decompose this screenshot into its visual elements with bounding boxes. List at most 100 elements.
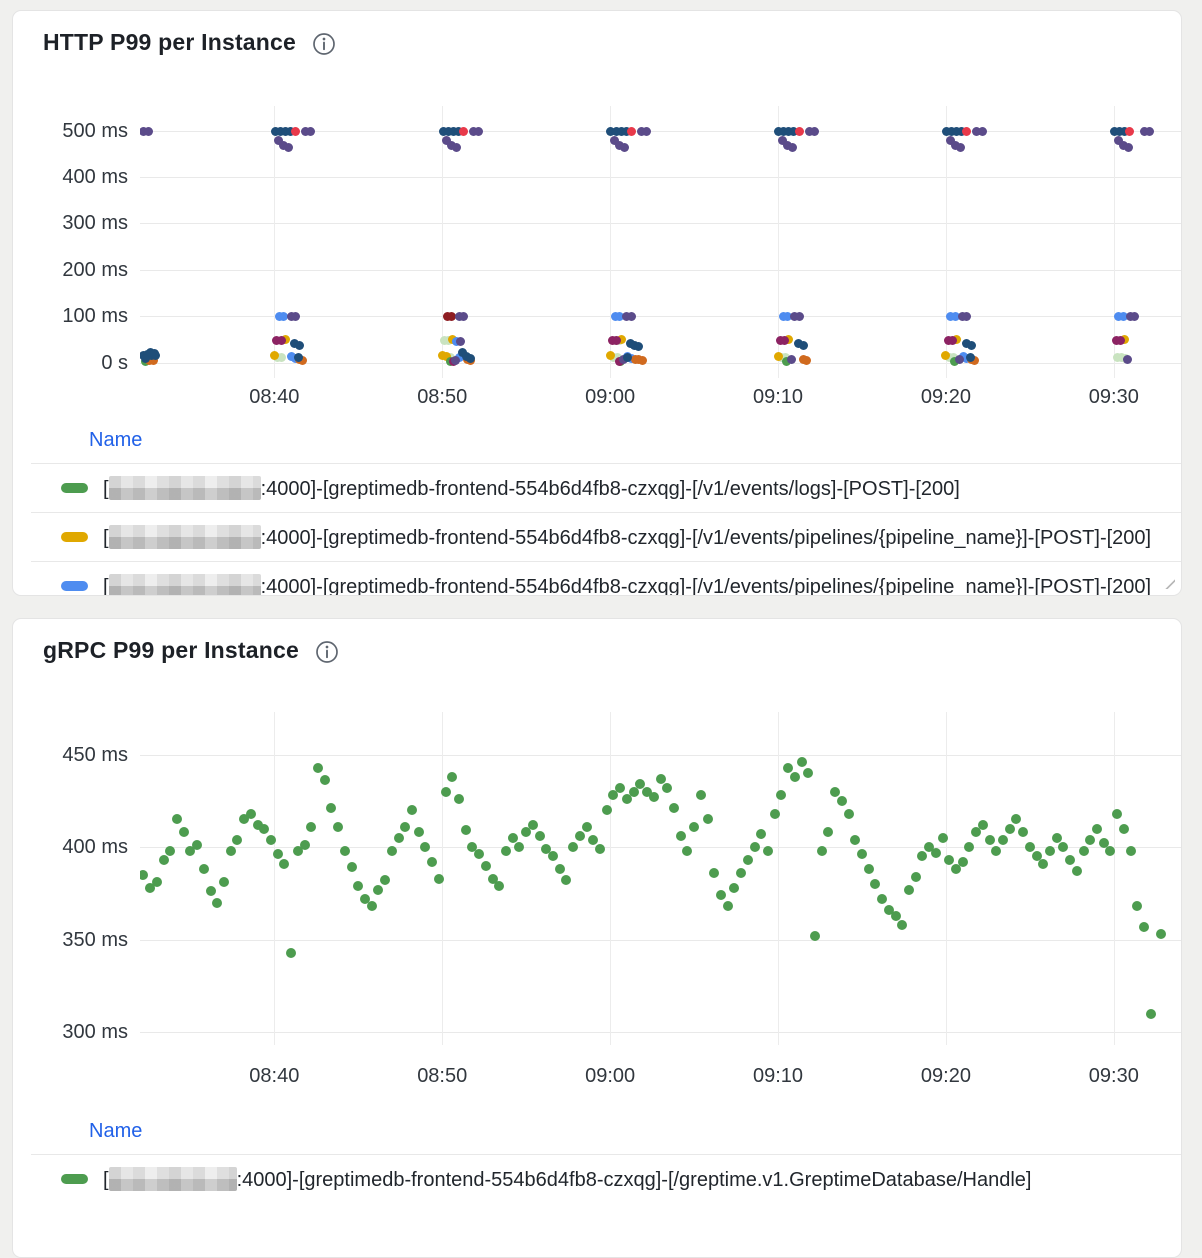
data-point	[1018, 827, 1029, 838]
http-p99-panel: HTTP P99 per Instance 500 ms 400 ms 300 ms…	[12, 10, 1182, 596]
data-point	[621, 793, 632, 804]
data-point	[270, 127, 280, 137]
data-point	[393, 832, 404, 843]
data-point	[294, 352, 304, 362]
data-point	[269, 351, 279, 361]
data-point	[998, 834, 1009, 845]
data-point	[192, 840, 203, 851]
legend-name-header[interactable]: Name	[89, 1120, 143, 1142]
data-point	[972, 127, 982, 137]
data-point	[781, 356, 791, 366]
legend-name-header[interactable]: Name	[89, 429, 143, 451]
data-point	[709, 867, 720, 878]
data-point	[588, 834, 599, 845]
data-point	[779, 126, 789, 136]
data-point	[794, 311, 804, 321]
data-point	[668, 803, 679, 814]
data-point	[689, 821, 700, 832]
data-point	[440, 786, 451, 797]
scatter-plot[interactable]	[140, 712, 1181, 1045]
data-point	[443, 126, 453, 136]
data-point	[1031, 851, 1042, 862]
data-point	[682, 845, 693, 856]
x-axis-tick-label: 09:00	[585, 386, 636, 408]
data-point	[789, 127, 799, 137]
data-point	[279, 140, 289, 150]
data-point	[456, 336, 466, 346]
data-point	[608, 790, 619, 801]
grpc-chart: 450 ms 400 ms 350 ms 300 ms 08:40 08:50 09:00 0…	[13, 712, 1181, 1104]
data-point	[451, 142, 461, 152]
data-point	[777, 135, 787, 145]
data-point	[637, 355, 647, 365]
series-marker	[61, 483, 88, 493]
data-point	[458, 311, 468, 321]
data-point	[474, 849, 485, 860]
data-point	[856, 849, 867, 860]
data-point	[794, 127, 804, 137]
data-point	[272, 849, 283, 860]
legend-label: [:4000]-[greptimedb-frontend-554b6d4fb8-…	[103, 573, 1152, 596]
data-point	[623, 352, 633, 362]
data-point	[742, 855, 753, 865]
data-point	[636, 127, 646, 137]
data-point	[274, 135, 284, 145]
info-icon[interactable]	[312, 32, 336, 56]
data-point	[239, 814, 250, 825]
data-point	[1110, 127, 1120, 137]
data-point	[149, 348, 159, 358]
y-axis-tick-label: 300 ms	[62, 212, 128, 235]
data-point	[641, 127, 651, 137]
redacted-ip	[108, 573, 261, 595]
data-point	[446, 140, 456, 150]
dashboard-page: { "panels": [ { "title": "HTTP P99 per I…	[12, 10, 1182, 1258]
gridline	[610, 712, 612, 1045]
data-point	[290, 311, 300, 321]
data-point	[448, 127, 458, 137]
data-point	[951, 864, 961, 875]
data-point	[616, 127, 626, 137]
data-point	[366, 901, 377, 912]
data-point	[1145, 127, 1155, 137]
gridline	[442, 106, 444, 378]
data-point	[675, 830, 686, 841]
data-point	[621, 127, 631, 137]
legend-row[interactable]: [:4000]-[greptimedb-frontend-554b6d4fb8-…	[31, 463, 1181, 512]
data-point	[662, 782, 673, 793]
data-point	[1004, 823, 1015, 834]
data-point	[1140, 127, 1150, 137]
data-point	[225, 845, 236, 856]
http-chart: 500 ms 400 ms 300 ms 200 ms 100 ms 0 s 08:40 08…	[13, 106, 1181, 418]
data-point	[284, 142, 294, 152]
gridline	[140, 223, 1181, 225]
data-point	[1105, 845, 1116, 856]
series-marker	[61, 581, 88, 591]
info-icon[interactable]	[315, 640, 339, 664]
data-point	[949, 357, 959, 367]
data-point	[285, 127, 295, 137]
legend-rows: [:4000]-[greptimedb-frontend-554b6d4fb8-…	[31, 1154, 1181, 1203]
data-point	[749, 842, 760, 853]
scatter-plot[interactable]	[140, 106, 1181, 378]
data-point	[1125, 127, 1135, 137]
data-point	[628, 786, 639, 797]
x-axis-tick-label: 09:10	[753, 1065, 804, 1087]
data-point	[446, 312, 456, 322]
legend-row[interactable]: [:4000]-[greptimedb-frontend-554b6d4fb8-…	[31, 561, 1181, 596]
data-point	[784, 127, 794, 137]
data-point	[1116, 336, 1126, 346]
data-point	[561, 875, 572, 886]
legend-row[interactable]: [:4000]-[greptimedb-frontend-554b6d4fb8-…	[31, 512, 1181, 561]
data-point	[729, 882, 740, 893]
data-point	[386, 845, 397, 856]
data-point	[634, 341, 644, 351]
data-point	[944, 855, 955, 865]
data-point	[969, 355, 979, 365]
data-point	[1078, 845, 1089, 856]
legend-row[interactable]: [:4000]-[greptimedb-frontend-554b6d4fb8-…	[31, 1154, 1181, 1203]
data-point	[971, 827, 982, 838]
data-point	[930, 847, 941, 858]
data-point	[185, 845, 196, 856]
data-point	[1145, 1008, 1156, 1019]
y-axis-tick-label: 400 ms	[62, 166, 128, 189]
